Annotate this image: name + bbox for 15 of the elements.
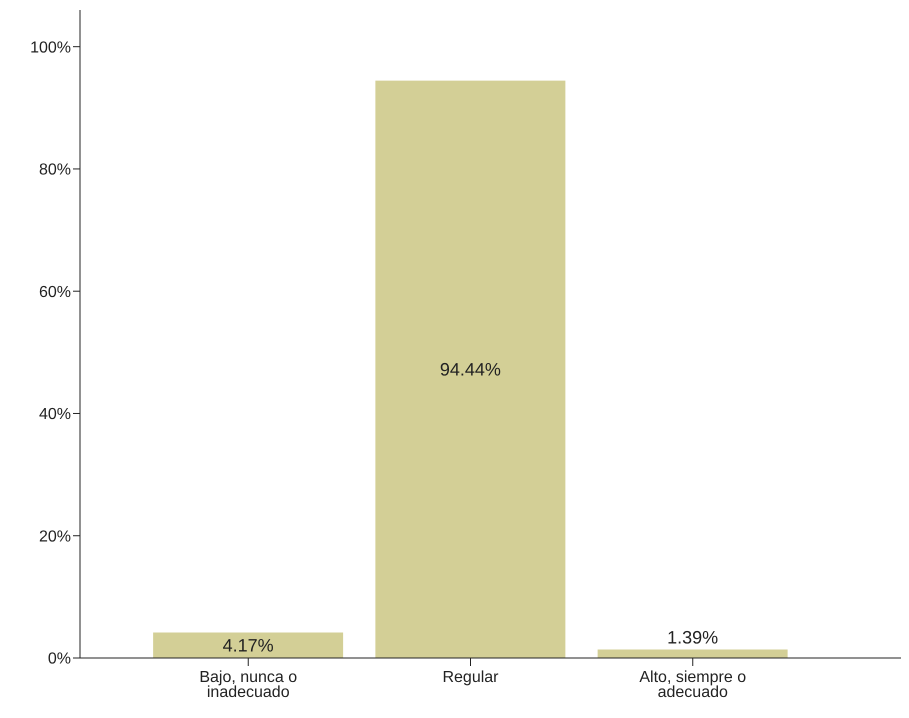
y-tick-label: 100%: [30, 39, 71, 56]
y-tick-label: 40%: [38, 406, 71, 424]
x-tick-label: Bajo, nunca o inadecuado: [199, 669, 298, 701]
x-tick-label: Alto, siempre o adecuado: [639, 669, 746, 701]
y-tick-label: 60%: [38, 284, 71, 301]
bar: [598, 650, 788, 658]
data-label: 4.17%: [222, 635, 274, 656]
y-tick-label: 80%: [38, 162, 71, 179]
bar: [153, 632, 344, 658]
data-label: 1.39%: [667, 628, 718, 648]
data-label: 94.44%: [440, 359, 501, 380]
bar: [375, 80, 566, 658]
y-tick-label: 0%: [48, 650, 71, 668]
x-tick-label: Regular: [442, 669, 500, 686]
y-tick-label: 20%: [38, 528, 71, 546]
